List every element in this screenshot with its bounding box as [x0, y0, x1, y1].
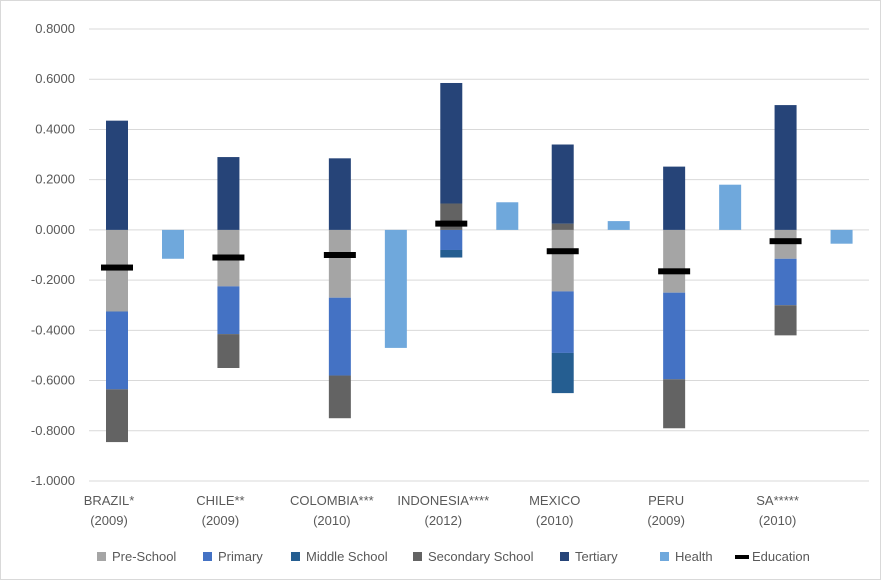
- x-tick-label: BRAZIL*: [84, 493, 135, 508]
- y-tick-label: 0.0000: [35, 222, 75, 237]
- bar-health: [719, 184, 742, 230]
- x-tick-label: (2009): [90, 513, 128, 528]
- legend-label: Primary: [218, 549, 263, 564]
- bar-secondary-school: [551, 223, 574, 230]
- x-tick-label: INDONESIA****: [397, 493, 489, 508]
- bar-middle-school: [440, 249, 463, 258]
- x-tick-label: (2012): [424, 513, 462, 528]
- y-tick-label: 0.2000: [35, 172, 75, 187]
- legend-label: Pre-School: [112, 549, 176, 564]
- bar-primary: [217, 286, 240, 335]
- bar-secondary-school: [217, 334, 240, 368]
- legend-label: Education: [752, 549, 810, 564]
- bar-primary: [328, 297, 351, 376]
- legend-label: Health: [675, 549, 713, 564]
- bar-tertiary: [551, 144, 574, 224]
- legend-swatch: [413, 552, 422, 561]
- y-tick-label: -0.2000: [31, 272, 75, 287]
- x-tick-label: (2009): [202, 513, 240, 528]
- legend-swatch: [291, 552, 300, 561]
- bar-health: [162, 229, 184, 259]
- y-tick-label: -0.8000: [31, 423, 75, 438]
- bar-tertiary: [106, 120, 128, 230]
- legend-swatch: [97, 552, 106, 561]
- bar-secondary-school: [663, 379, 686, 429]
- bar-pre-school: [551, 229, 574, 292]
- bar-secondary-school: [774, 305, 797, 336]
- x-tick-label: (2010): [759, 513, 797, 528]
- legend-swatch: [735, 555, 749, 559]
- x-tick-label: (2010): [536, 513, 574, 528]
- education-marker: [769, 238, 802, 245]
- legend-label: Tertiary: [575, 549, 618, 564]
- bar-health: [496, 202, 519, 230]
- bar-tertiary: [663, 166, 686, 230]
- education-marker: [323, 252, 356, 258]
- bar-health: [384, 229, 407, 348]
- x-tick-label: (2009): [647, 513, 685, 528]
- education-marker: [546, 248, 579, 255]
- education-marker: [658, 268, 691, 275]
- y-tick-label: -0.6000: [31, 373, 75, 388]
- y-tick-label: -0.4000: [31, 322, 75, 337]
- bar-primary: [663, 292, 686, 380]
- education-marker: [101, 264, 133, 271]
- legend-swatch: [560, 552, 569, 561]
- bar-pre-school: [328, 229, 351, 298]
- legend-label: Secondary School: [428, 549, 534, 564]
- x-tick-label: CHILE**: [196, 493, 244, 508]
- legend-label: Middle School: [306, 549, 388, 564]
- bar-tertiary: [774, 105, 797, 230]
- y-tick-label: 0.4000: [35, 121, 75, 136]
- education-marker: [435, 220, 468, 227]
- bar-primary: [774, 258, 797, 306]
- bar-tertiary: [328, 158, 351, 230]
- bar-tertiary: [440, 82, 463, 204]
- x-tick-label: (2010): [313, 513, 351, 528]
- legend-swatch: [203, 552, 212, 561]
- legend-swatch: [660, 552, 669, 561]
- y-tick-label: 0.6000: [35, 71, 75, 86]
- bar-health: [830, 229, 853, 244]
- bar-primary: [106, 311, 128, 390]
- x-tick-label: PERU: [648, 493, 684, 508]
- y-tick-label: 0.8000: [35, 21, 75, 36]
- bar-middle-school: [551, 352, 574, 394]
- bar-secondary-school: [106, 389, 128, 443]
- bar-pre-school: [106, 229, 128, 312]
- x-tick-label: COLOMBIA***: [290, 493, 374, 508]
- bar-health: [607, 221, 630, 230]
- x-tick-label: MEXICO: [529, 493, 580, 508]
- x-tick-label: SA*****: [756, 493, 799, 508]
- y-tick-label: -1.0000: [31, 473, 75, 488]
- bar-tertiary: [217, 157, 240, 230]
- bar-primary: [440, 229, 463, 250]
- bar-pre-school: [663, 229, 686, 293]
- bar-pre-school: [774, 229, 797, 259]
- education-marker: [212, 254, 245, 261]
- bar-secondary-school: [328, 375, 351, 419]
- bar-primary: [551, 291, 574, 353]
